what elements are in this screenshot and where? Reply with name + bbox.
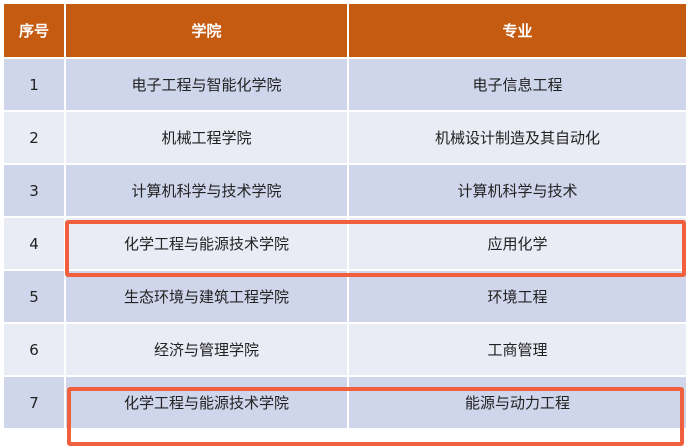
row-index: 7 (2, 375, 66, 430)
header-index: 序号 (2, 2, 66, 59)
row-index: 1 (2, 57, 66, 112)
table-row: 4 化学工程与能源技术学院 应用化学 (2, 216, 687, 271)
row-college: 计算机科学与技术学院 (64, 163, 349, 218)
row-college: 机械工程学院 (64, 110, 349, 165)
row-major: 能源与动力工程 (347, 375, 687, 430)
header-college: 学院 (64, 2, 349, 59)
table-row: 7 化学工程与能源技术学院 能源与动力工程 (2, 375, 687, 430)
header-major: 专业 (347, 2, 687, 59)
college-major-table: 序号 学院 专业 1 电子工程与智能化学院 电子信息工程 2 机械工程学院 机械… (2, 2, 687, 430)
row-college: 经济与管理学院 (64, 322, 349, 377)
table-row: 6 经济与管理学院 工商管理 (2, 322, 687, 377)
row-index: 3 (2, 163, 66, 218)
row-major: 环境工程 (347, 269, 687, 324)
row-college: 化学工程与能源技术学院 (64, 375, 349, 430)
table-row: 3 计算机科学与技术学院 计算机科学与技术 (2, 163, 687, 218)
row-index: 6 (2, 322, 66, 377)
row-major: 应用化学 (347, 216, 687, 271)
row-major: 计算机科学与技术 (347, 163, 687, 218)
row-major: 电子信息工程 (347, 57, 687, 112)
row-college: 化学工程与能源技术学院 (64, 216, 349, 271)
row-index: 2 (2, 110, 66, 165)
row-index: 4 (2, 216, 66, 271)
table-row: 1 电子工程与智能化学院 电子信息工程 (2, 57, 687, 112)
row-major: 工商管理 (347, 322, 687, 377)
row-major: 机械设计制造及其自动化 (347, 110, 687, 165)
row-index: 5 (2, 269, 66, 324)
row-college: 电子工程与智能化学院 (64, 57, 349, 112)
header-row: 序号 学院 专业 (2, 2, 687, 59)
row-college: 生态环境与建筑工程学院 (64, 269, 349, 324)
table-row: 2 机械工程学院 机械设计制造及其自动化 (2, 110, 687, 165)
table-row: 5 生态环境与建筑工程学院 环境工程 (2, 269, 687, 324)
